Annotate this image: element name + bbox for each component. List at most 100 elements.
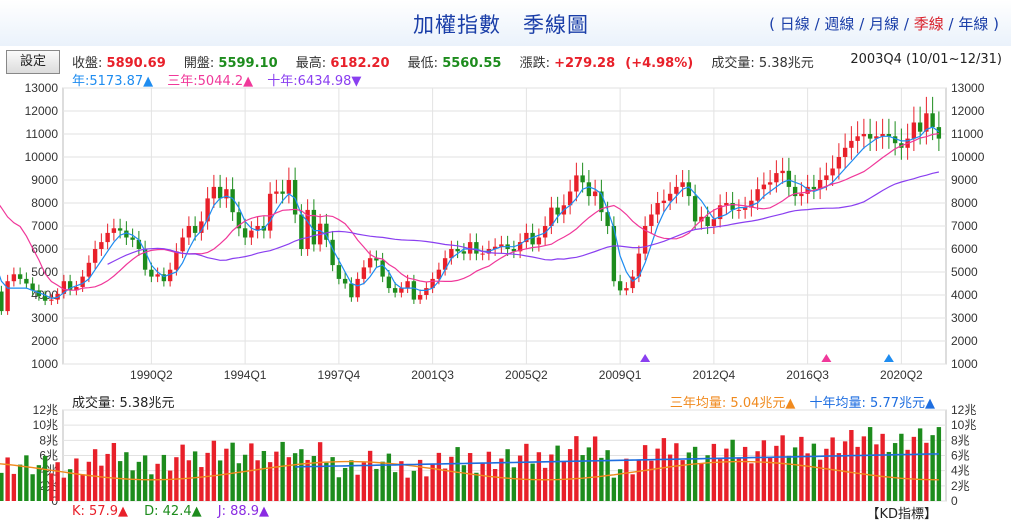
volume-bar xyxy=(692,446,698,501)
candle-body xyxy=(605,212,610,226)
candle-body xyxy=(467,242,473,254)
ten-year-avg-volume: 十年均量: 5.77兆元▲ xyxy=(809,396,935,411)
volume-bar xyxy=(717,459,723,501)
volume-bar xyxy=(274,451,279,501)
volume-bar xyxy=(342,467,348,501)
volume-bar xyxy=(849,430,854,501)
period-quarterly[interactable]: 季線 xyxy=(913,15,944,33)
candle-body xyxy=(311,209,317,245)
volume-bar xyxy=(661,438,667,501)
period-weekly[interactable]: 週線 xyxy=(824,15,855,33)
volume-bar xyxy=(649,460,654,501)
candle-body xyxy=(305,209,310,249)
candle-body xyxy=(292,180,298,215)
stats-row: 收盤: 5890.69 開盤: 5599.10 最高: 6182.20 最低: … xyxy=(72,52,814,71)
candle-body xyxy=(580,175,585,183)
period-daily[interactable]: 日線 xyxy=(779,15,810,33)
volume-y-tick-left: 8兆 xyxy=(39,433,58,447)
volume-bar xyxy=(161,454,167,501)
volume-bar xyxy=(349,460,354,501)
candle-body xyxy=(136,239,142,249)
kd-indicator-button[interactable]: 【KD指標】 xyxy=(866,507,937,522)
y-tick-label-right: 5000 xyxy=(951,265,978,279)
volume-bar xyxy=(836,453,842,501)
volume-bar xyxy=(224,448,229,501)
candle-body xyxy=(17,274,23,279)
candle-body xyxy=(699,216,704,222)
volume-bar xyxy=(911,436,917,501)
volume-bar xyxy=(392,472,398,501)
candle-body xyxy=(461,251,467,254)
candle-body xyxy=(880,134,885,137)
y-tick-label-left: 10000 xyxy=(25,150,59,164)
volume-bar xyxy=(930,435,935,501)
volume-bar xyxy=(386,453,392,501)
settings-button[interactable]: 設定 xyxy=(6,50,60,74)
volume-bar xyxy=(124,452,129,501)
candle-body xyxy=(861,134,867,137)
close-label: 收盤: xyxy=(72,56,103,71)
volume-bar xyxy=(449,456,454,501)
volume-bar xyxy=(874,444,879,501)
volume-bar xyxy=(774,445,779,501)
volume-bar xyxy=(667,454,673,501)
volume-bar xyxy=(355,474,360,501)
separator: / xyxy=(814,15,820,33)
volume-bar xyxy=(555,445,560,501)
volume-bar xyxy=(261,450,267,501)
candle-body xyxy=(480,253,485,255)
volume-bar xyxy=(455,447,460,501)
y-tick-label-right: 6000 xyxy=(951,242,978,256)
period-yearly[interactable]: 年線 xyxy=(958,15,989,33)
candle-body xyxy=(599,191,604,213)
signal-marker-icon xyxy=(640,354,651,362)
candle-body xyxy=(442,258,448,270)
y-tick-label-left: 6000 xyxy=(31,242,58,256)
candle-body xyxy=(649,214,654,226)
volume-bar xyxy=(686,452,692,501)
candle-body xyxy=(449,249,454,259)
volume-bar xyxy=(5,457,10,501)
volume-bar xyxy=(711,443,717,501)
candle-body xyxy=(874,136,879,139)
candle-body xyxy=(149,269,154,277)
candle-body xyxy=(742,207,748,210)
volume-bar xyxy=(217,460,223,501)
volume-bar xyxy=(799,436,804,501)
y-tick-label-left: 8000 xyxy=(31,196,58,210)
volume-bar xyxy=(786,455,792,501)
candle-body xyxy=(499,244,504,247)
volume-bar xyxy=(280,441,285,501)
volume-panel-label: 成交量: 5.38兆元 xyxy=(72,396,175,411)
candle-body xyxy=(536,237,542,245)
volume-bar xyxy=(467,453,473,501)
volume-bar xyxy=(755,451,760,501)
y-tick-label-right: 8000 xyxy=(951,196,978,210)
volume-bar xyxy=(480,462,485,501)
volume-bar xyxy=(524,443,529,501)
volume-label: 成交量: xyxy=(711,56,755,71)
candle-body xyxy=(911,122,917,139)
candle-body xyxy=(717,205,723,220)
x-tick-label: 2016Q3 xyxy=(786,368,829,382)
separator: / xyxy=(903,15,909,33)
candle-body xyxy=(74,286,79,291)
candle-body xyxy=(361,267,367,279)
candle-body xyxy=(667,193,673,201)
period-monthly[interactable]: 月線 xyxy=(869,15,900,33)
volume-bar xyxy=(199,467,204,501)
candle-body xyxy=(730,203,735,210)
candle-body xyxy=(267,193,273,231)
candle-body xyxy=(855,136,860,141)
candle-body xyxy=(780,170,785,174)
candle-body xyxy=(155,274,160,277)
volume-bar xyxy=(255,460,260,501)
volume-bar xyxy=(30,474,35,501)
candle-body xyxy=(567,191,573,206)
candle-body xyxy=(367,258,373,268)
candle-body xyxy=(255,226,260,231)
candle-body xyxy=(817,180,823,190)
y-tick-label-left: 9000 xyxy=(31,173,58,187)
volume-bar xyxy=(642,445,648,501)
